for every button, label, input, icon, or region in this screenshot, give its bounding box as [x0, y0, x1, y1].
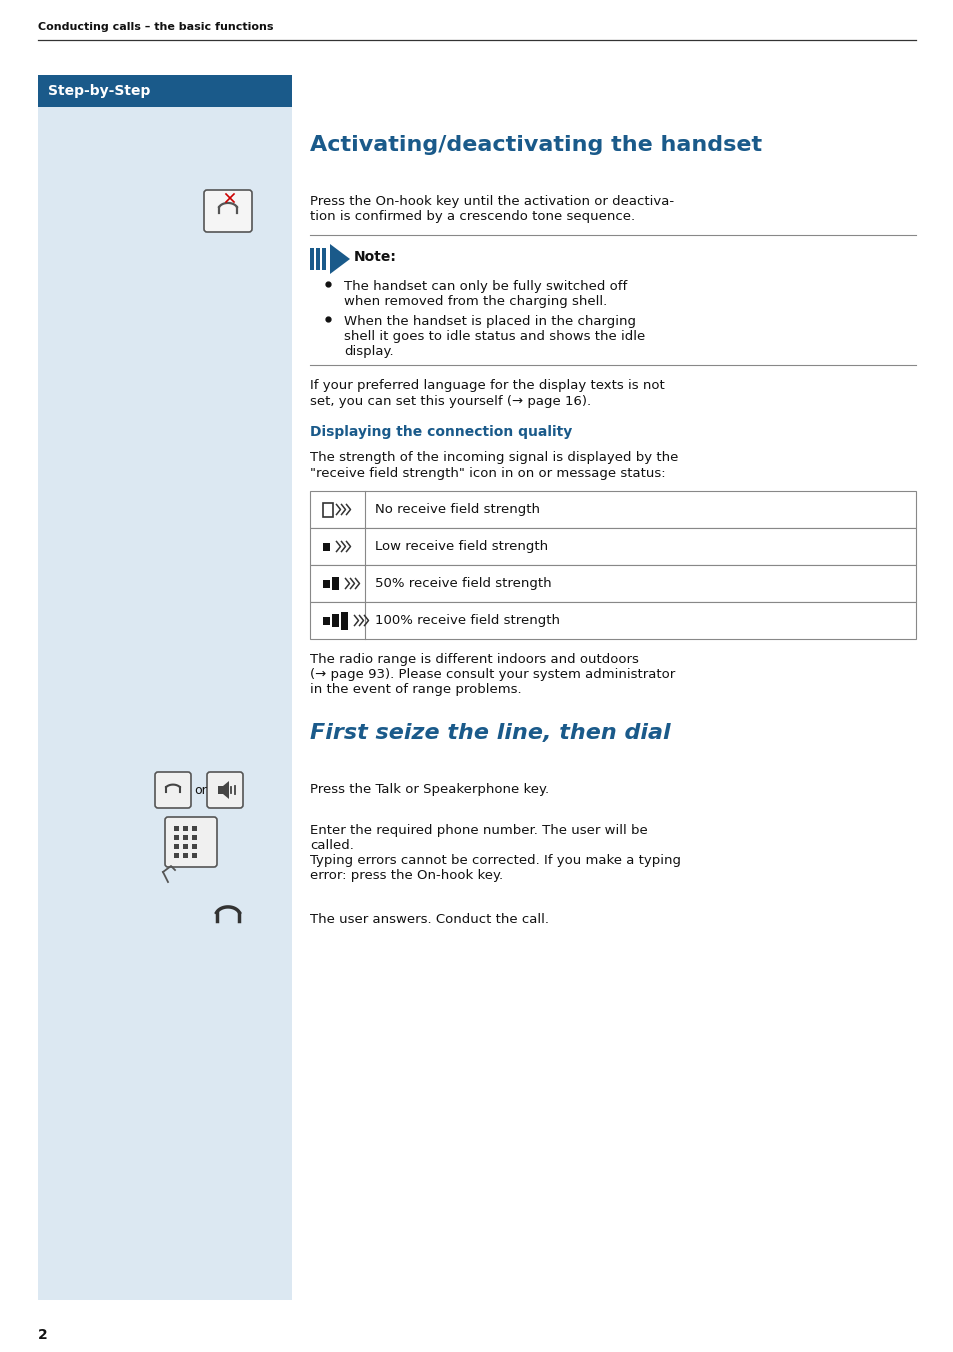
Text: The user answers. Conduct the call.: The user answers. Conduct the call. [310, 913, 548, 926]
Bar [192, 826, 196, 831]
Bar [183, 826, 188, 831]
Bar [310, 529, 915, 565]
Bar [183, 853, 188, 859]
Bar [333, 614, 339, 627]
Text: called.: called. [310, 840, 354, 852]
Bar [192, 853, 196, 859]
Text: Step-by-Step: Step-by-Step [48, 84, 151, 97]
Text: 2: 2 [38, 1328, 48, 1343]
Bar [310, 491, 915, 529]
Text: "receive field strength" icon in on or message status:: "receive field strength" icon in on or m… [310, 466, 665, 480]
Text: set, you can set this yourself (→ page 16).: set, you can set this yourself (→ page 1… [310, 395, 591, 408]
Bar [323, 542, 330, 550]
Text: Press the Talk or Speakerphone key.: Press the Talk or Speakerphone key. [310, 783, 549, 796]
Bar [173, 836, 179, 840]
Text: shell it goes to idle status and shows the idle: shell it goes to idle status and shows t… [344, 330, 644, 343]
Polygon shape [218, 781, 229, 799]
Bar [192, 844, 196, 849]
Bar [192, 836, 196, 840]
Text: Displaying the connection quality: Displaying the connection quality [310, 425, 572, 439]
Text: The strength of the incoming signal is displayed by the: The strength of the incoming signal is d… [310, 452, 678, 464]
Text: No receive field strength: No receive field strength [375, 503, 539, 516]
Text: Note:: Note: [354, 250, 396, 264]
Text: Press the On-hook key until the activation or deactiva-: Press the On-hook key until the activati… [310, 195, 674, 208]
Text: If your preferred language for the display texts is not: If your preferred language for the displ… [310, 379, 664, 392]
Text: Conducting calls – the basic functions: Conducting calls – the basic functions [38, 22, 274, 32]
FancyBboxPatch shape [207, 772, 243, 808]
Bar [183, 844, 188, 849]
Text: tion is confirmed by a crescendo tone sequence.: tion is confirmed by a crescendo tone se… [310, 210, 635, 223]
Bar [173, 844, 179, 849]
Bar [310, 247, 314, 270]
Bar [333, 577, 339, 589]
Bar [323, 617, 330, 625]
Text: error: press the On-hook key.: error: press the On-hook key. [310, 869, 502, 882]
Text: 50% receive field strength: 50% receive field strength [375, 577, 551, 589]
Bar [310, 565, 915, 602]
FancyBboxPatch shape [204, 191, 252, 233]
Bar [183, 836, 188, 840]
Text: The handset can only be fully switched off: The handset can only be fully switched o… [344, 280, 626, 293]
Text: The radio range is different indoors and outdoors: The radio range is different indoors and… [310, 653, 639, 667]
Bar [310, 602, 915, 639]
Text: Low receive field strength: Low receive field strength [375, 539, 548, 553]
Bar [315, 247, 319, 270]
Bar [322, 247, 326, 270]
Bar [323, 580, 330, 588]
Text: When the handset is placed in the charging: When the handset is placed in the chargi… [344, 315, 636, 329]
Polygon shape [330, 243, 350, 274]
FancyBboxPatch shape [154, 772, 191, 808]
Text: in the event of range problems.: in the event of range problems. [310, 683, 521, 696]
Text: Activating/deactivating the handset: Activating/deactivating the handset [310, 135, 761, 155]
Text: when removed from the charging shell.: when removed from the charging shell. [344, 295, 607, 308]
Text: or: or [193, 784, 207, 796]
Text: First seize the line, then dial: First seize the line, then dial [310, 723, 670, 744]
Text: Typing errors cannot be corrected. If you make a typing: Typing errors cannot be corrected. If yo… [310, 854, 680, 867]
Text: (→ page 93). Please consult your system administrator: (→ page 93). Please consult your system … [310, 668, 675, 681]
Bar [173, 853, 179, 859]
Bar [173, 826, 179, 831]
Text: Enter the required phone number. The user will be: Enter the required phone number. The use… [310, 823, 647, 837]
Text: 100% receive field strength: 100% receive field strength [375, 614, 559, 627]
Bar [341, 611, 348, 630]
FancyBboxPatch shape [165, 817, 216, 867]
Text: display.: display. [344, 345, 394, 358]
Bar [38, 74, 292, 1301]
Bar [38, 74, 292, 107]
